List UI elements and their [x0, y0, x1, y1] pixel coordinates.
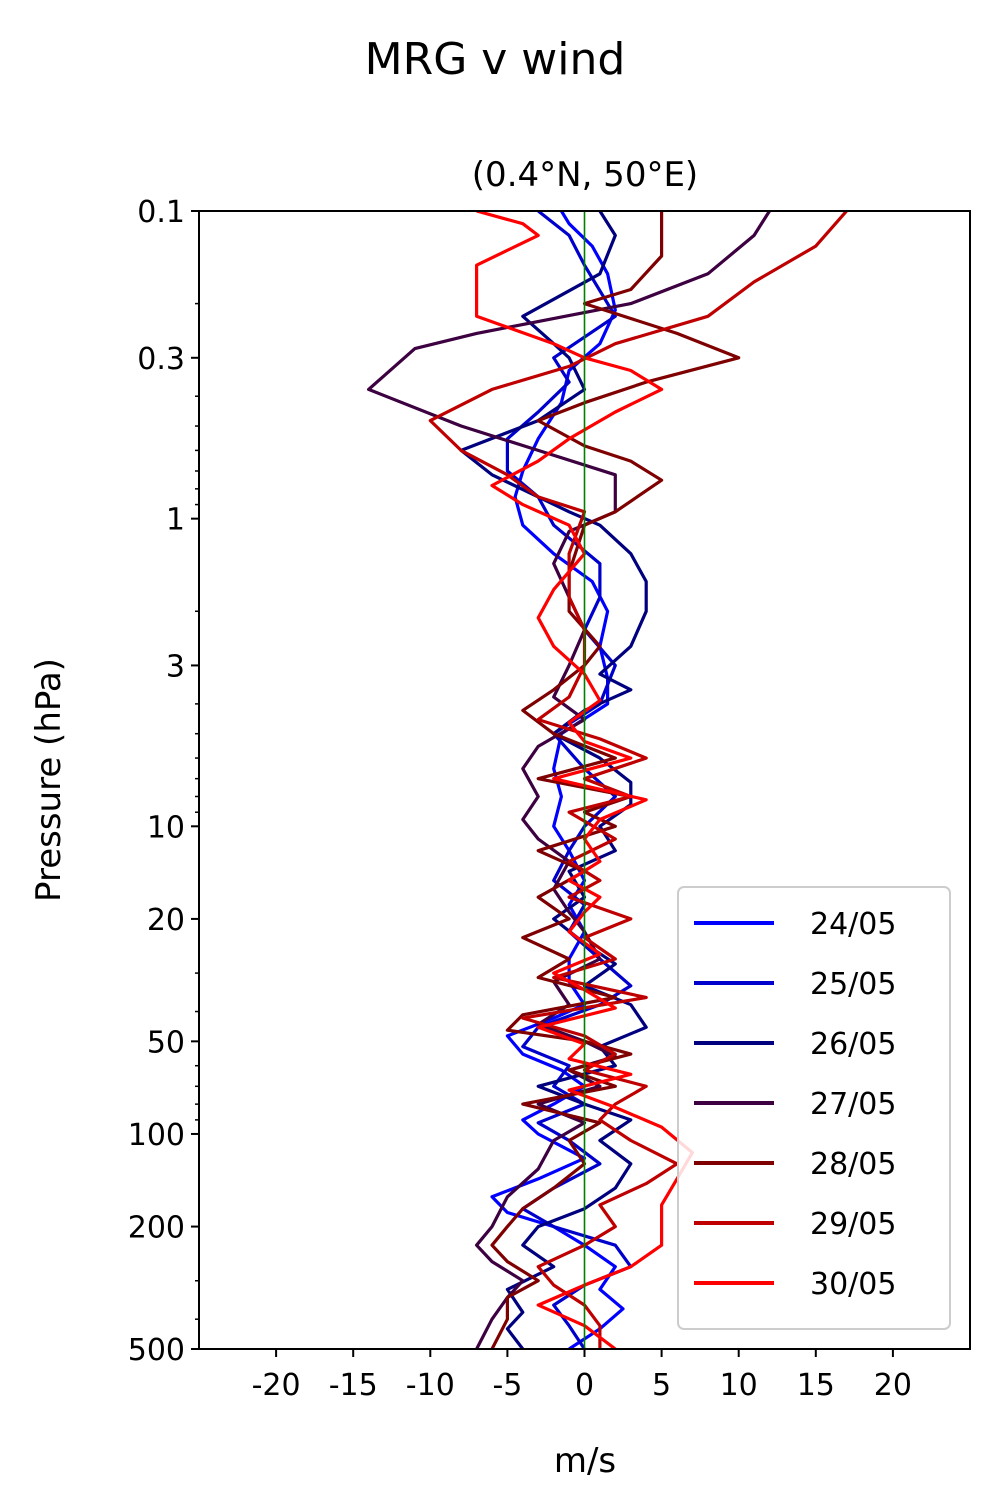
y-tick-label: 1 — [166, 503, 185, 538]
x-tick-label: 10 — [720, 1368, 758, 1403]
y-tick-label: 10 — [147, 810, 185, 845]
chart-title: MRG v wind — [365, 34, 626, 85]
x-tick-label: 5 — [652, 1368, 671, 1403]
legend-label: 28/05 — [810, 1147, 896, 1182]
series-lines — [367, 211, 848, 1349]
y-tick-label: 100 — [128, 1118, 185, 1153]
y-tick-label: 3 — [166, 649, 185, 684]
x-tick-label: -15 — [329, 1368, 378, 1403]
y-tick-label: 500 — [128, 1333, 185, 1368]
x-tick-label: -20 — [252, 1368, 301, 1403]
legend-label: 29/05 — [810, 1207, 896, 1242]
axis-ticks: -20 -15 -10 -5 0 5 10 15 20 0.1 0.3 1 3 10 20 50 100 200 5… — [128, 195, 912, 1403]
y-axis-label: Pressure (hPa) — [29, 658, 69, 902]
x-tick-label: 0 — [575, 1368, 594, 1403]
y-tick-label: 50 — [147, 1025, 185, 1060]
legend-label: 26/05 — [810, 1027, 896, 1062]
legend: 24/05 25/05 26/05 27/05 28/05 29/05 30/05 — [677, 886, 951, 1330]
legend-label: 30/05 — [810, 1267, 896, 1302]
y-tick-label: 0.3 — [137, 342, 185, 377]
x-tick-label: 15 — [797, 1368, 835, 1403]
legend-box — [677, 886, 951, 1330]
y-tick-label: 20 — [147, 903, 185, 938]
x-tick-label: 20 — [874, 1368, 912, 1403]
legend-label: 24/05 — [810, 907, 896, 942]
chart-subtitle: (0.4°N, 50°E) — [472, 155, 698, 195]
series-line-27/05 — [367, 211, 771, 1349]
x-axis-label: m/s — [554, 1441, 616, 1481]
legend-label: 25/05 — [810, 967, 896, 1002]
y-tick-label: 0.1 — [137, 195, 185, 230]
x-tick-label: -10 — [406, 1368, 455, 1403]
y-tick-label: 200 — [128, 1211, 185, 1246]
legend-label: 27/05 — [810, 1087, 896, 1122]
x-tick-label: -5 — [492, 1368, 522, 1403]
plot-frame — [198, 210, 971, 1350]
